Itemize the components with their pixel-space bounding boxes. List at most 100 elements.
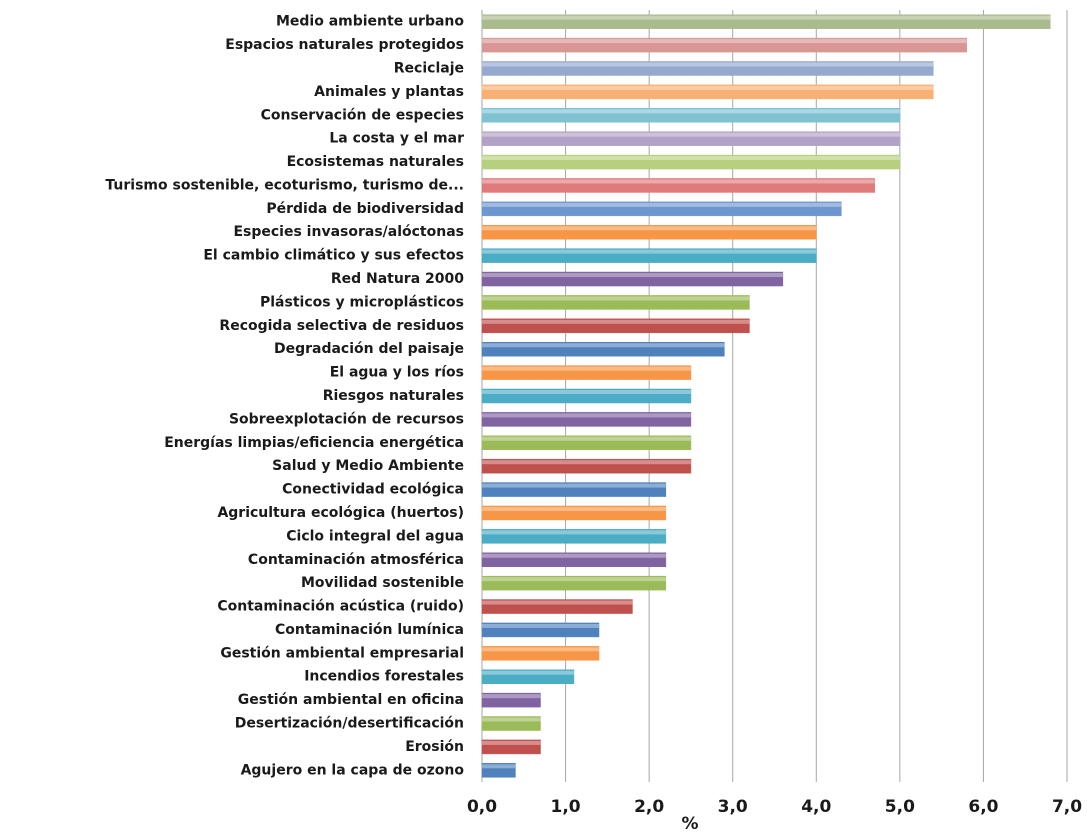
bar-highlight [482, 273, 783, 278]
bar [481, 224, 817, 240]
x-tick-label: 7,0 [1052, 797, 1082, 817]
y-tick-label: El agua y los ríos [330, 365, 464, 381]
y-tick-label: Gestión ambiental empresarial [220, 645, 464, 661]
y-tick-label: Contaminación lumínica [275, 622, 464, 638]
bar-highlight [482, 413, 691, 418]
bar-highlight [482, 132, 900, 137]
bar-highlight [482, 506, 666, 511]
bar [481, 61, 934, 76]
bar [481, 435, 692, 451]
x-tick-label: 6,0 [968, 797, 998, 817]
y-tick-label: Red Natura 2000 [331, 271, 464, 287]
y-tick-label: Agricultura ecológica (huertos) [217, 505, 464, 521]
bar-highlight [482, 249, 817, 254]
bar-highlight [482, 15, 1051, 20]
bar-highlight [482, 109, 900, 114]
bar-highlight [482, 226, 817, 231]
bar [481, 365, 692, 380]
bar [481, 458, 692, 474]
bar [481, 295, 750, 310]
bar [481, 552, 667, 568]
bar [481, 529, 667, 544]
y-tick-label: Reciclaje [394, 60, 464, 76]
bar [481, 248, 817, 263]
bar [481, 669, 575, 684]
y-tick-label: Medio ambiente urbano [276, 14, 464, 30]
x-tick-label: 3,0 [718, 797, 748, 817]
y-tick-label: Contaminación acústica (ruido) [217, 599, 464, 615]
y-tick-label: Pérdida de biodiversidad [266, 201, 464, 217]
y-tick-label: Plásticos y microplásticos [260, 294, 464, 310]
bar-highlight [482, 717, 541, 722]
bar-highlight [482, 366, 691, 371]
bar-highlight [482, 436, 691, 441]
y-tick-label: Ecosistemas naturales [287, 154, 464, 170]
bar-highlight [482, 764, 516, 769]
y-tick-label: Recogida selectiva de residuos [219, 318, 464, 334]
y-tick-label: Contaminación atmosférica [248, 552, 464, 568]
bar [481, 318, 750, 334]
bar-highlight [482, 740, 541, 745]
bar-highlight [482, 623, 599, 628]
bar-highlight [482, 39, 967, 44]
bar [481, 763, 516, 778]
y-tick-label: Animales y plantas [314, 84, 464, 100]
bar [481, 84, 934, 100]
y-tick-label: Conectividad ecológica [282, 482, 464, 498]
bar [481, 692, 541, 708]
bar-highlight [482, 577, 666, 582]
bar-highlight [482, 85, 934, 90]
y-tick-label: Energías limpias/eficiencia energética [164, 435, 464, 451]
x-axis-label: % [681, 814, 698, 834]
y-tick-label: Ciclo integral del agua [286, 528, 464, 544]
y-tick-label: Movilidad sostenible [301, 575, 464, 591]
bar-highlight [482, 296, 750, 301]
y-tick-label: Riesgos naturales [323, 388, 464, 404]
bar-highlight [482, 179, 875, 184]
bar [481, 154, 901, 170]
bar-highlight [482, 600, 633, 605]
bar-highlight [482, 460, 691, 465]
x-tick-label: 5,0 [885, 797, 915, 817]
y-tick-label: Turismo sostenible, ecoturismo, turismo … [105, 177, 464, 193]
bar [481, 271, 784, 287]
bar [481, 131, 901, 146]
x-tick-label: 4,0 [801, 797, 831, 817]
y-tick-label: Erosión [405, 739, 464, 755]
y-tick-label: Agujero en la capa de ozono [241, 762, 465, 778]
y-tick-label: Desertización/desertificación [235, 716, 464, 732]
bar-highlight [482, 319, 750, 324]
bar-highlight [482, 62, 934, 67]
bar-highlight [482, 390, 691, 394]
y-tick-label: Espacios naturales protegidos [225, 37, 464, 53]
bar [481, 482, 667, 497]
bar-highlight [482, 202, 842, 207]
bar [481, 108, 901, 123]
x-tick-label: 0,0 [467, 797, 497, 817]
y-tick-label: Salud y Medio Ambiente [272, 458, 464, 474]
bar [481, 505, 667, 521]
y-tick-label: Conservación de especies [261, 107, 464, 123]
bar [481, 388, 692, 404]
bar-highlight [482, 647, 599, 652]
bar [481, 412, 692, 427]
bar-highlight [482, 553, 666, 558]
y-tick-label: Sobreexplotación de recursos [229, 411, 464, 427]
y-tick-label: Degradación del paisaje [274, 341, 464, 357]
bar [481, 575, 667, 591]
bar-highlight [482, 343, 725, 348]
y-tick-label: Incendios forestales [304, 669, 464, 685]
y-tick-label: El cambio climático y sus efectos [203, 248, 464, 264]
bar [481, 716, 541, 731]
bar [481, 599, 633, 614]
bar-highlight [482, 530, 666, 535]
bar [481, 37, 967, 53]
bar-highlight [482, 156, 900, 161]
bar-highlight [482, 483, 666, 488]
x-tick-label: 1,0 [551, 797, 581, 817]
bar [481, 739, 541, 755]
x-tick-label: 2,0 [634, 797, 664, 817]
bar-highlight [482, 694, 541, 699]
y-tick-label: Especies invasoras/alóctonas [233, 224, 464, 240]
